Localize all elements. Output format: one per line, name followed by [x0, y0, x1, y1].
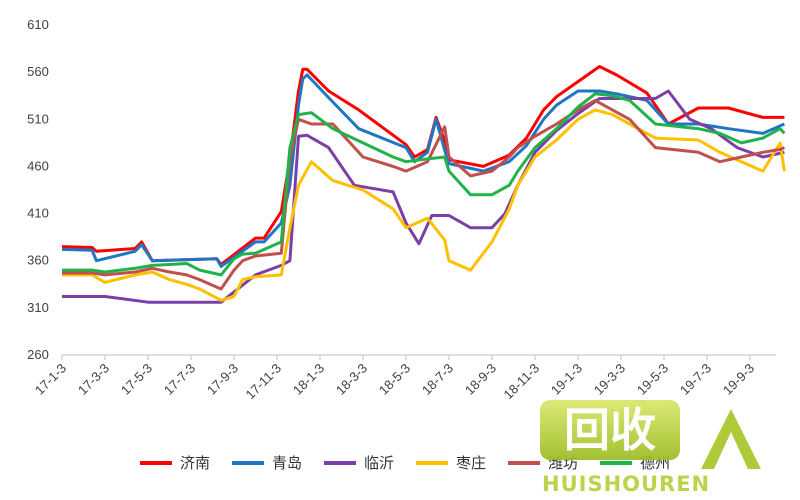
chart-legend: 济南 青岛 临沂 枣庄 潍坊 德州: [140, 452, 670, 473]
legend-item: 潍坊: [508, 452, 578, 473]
x-tick-label: 17-7-3: [161, 361, 198, 398]
x-tick-label: 18-1-3: [290, 361, 327, 398]
x-tick-label: 18-7-3: [419, 361, 456, 398]
x-tick-label: 17-11-3: [243, 361, 285, 403]
legend-item: 临沂: [324, 452, 394, 473]
legend-swatch: [600, 460, 633, 465]
x-tick-label: 17-5-3: [118, 361, 155, 398]
y-tick-label: 360: [27, 253, 49, 268]
legend-label: 青岛: [272, 455, 303, 472]
x-tick-label: 19-1-3: [548, 361, 585, 398]
x-tick-label: 19-7-3: [677, 361, 714, 398]
y-tick-label: 260: [27, 347, 49, 362]
legend-label: 枣庄: [456, 455, 487, 472]
y-tick-label: 560: [27, 64, 49, 79]
x-tick-label: 18-9-3: [462, 361, 499, 398]
legend-item: 济南: [140, 452, 210, 473]
legend-label: 德州: [640, 455, 671, 472]
x-axis-tick-labels: 17-1-3 17-3-3 17-5-3 17-7-3 17-9-3 17-11-3 18-…: [32, 361, 757, 403]
x-tick-label: 19-3-3: [591, 361, 628, 398]
x-axis-ticks: [61, 355, 751, 360]
legend-swatch: [140, 460, 172, 465]
y-tick-label: 610: [27, 17, 49, 32]
legend-item: 枣庄: [416, 452, 486, 473]
y-tick-label: 410: [27, 206, 49, 221]
x-tick-label: 19-9-3: [720, 361, 757, 398]
legend-swatch: [508, 460, 541, 465]
legend-item: 青岛: [232, 452, 302, 473]
series-line-4: [62, 98, 786, 291]
series-lines: [61, 65, 786, 304]
x-tick-label: 18-3-3: [333, 361, 370, 398]
series-line-3: [62, 108, 786, 302]
x-tick-label: 18-5-3: [376, 361, 413, 398]
y-tick-label: 510: [27, 111, 49, 126]
legend-item: 德州: [600, 452, 670, 473]
series-line-5: [62, 92, 786, 277]
legend-swatch: [324, 460, 357, 465]
legend-label: 潍坊: [548, 455, 579, 472]
x-tick-label: 19-5-3: [634, 361, 671, 398]
x-tick-label: 17-1-3: [32, 361, 69, 398]
legend-label: 临沂: [364, 455, 395, 472]
x-tick-label: 18-11-3: [501, 361, 543, 403]
y-tick-label: 460: [27, 158, 49, 173]
y-tick-label: 310: [27, 300, 49, 315]
series-line-2: [62, 89, 785, 304]
x-tick-label: 17-3-3: [75, 361, 112, 398]
y-axis-tick-labels: 260 310 360 410 460 510 560 610: [27, 17, 49, 362]
x-tick-label: 17-9-3: [204, 361, 241, 398]
legend-swatch: [232, 460, 265, 465]
legend-swatch: [416, 460, 449, 465]
legend-label: 济南: [180, 455, 211, 472]
